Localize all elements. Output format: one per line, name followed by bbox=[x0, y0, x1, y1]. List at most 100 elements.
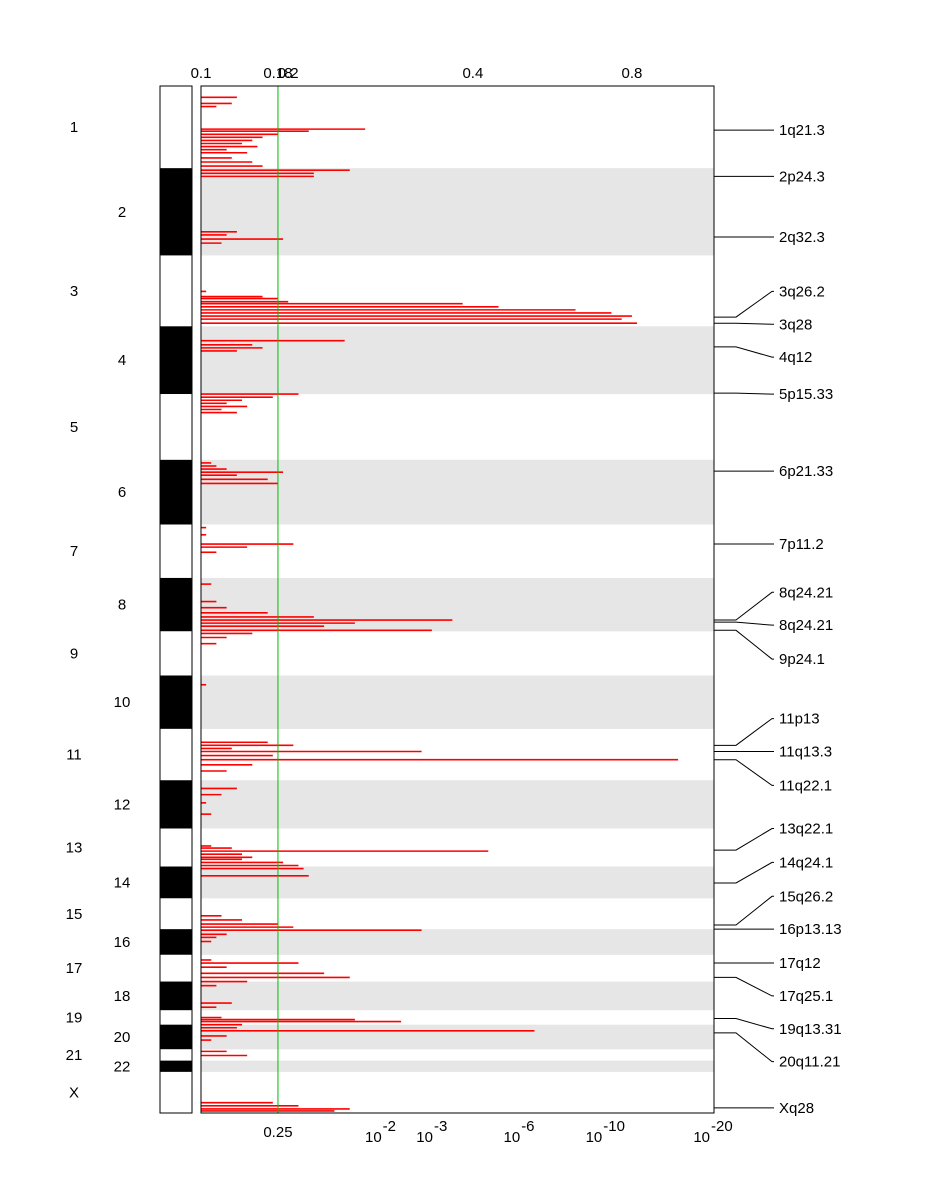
peak-annotation: 8q24.21 bbox=[714, 617, 833, 634]
ideogram-segment bbox=[160, 168, 192, 256]
top-axis-tick-label: 0.2 bbox=[278, 65, 299, 82]
peak-annotation: 2p24.3 bbox=[714, 168, 825, 185]
peak-label: 11q13.3 bbox=[779, 743, 832, 760]
peak-annotation: 13q22.1 bbox=[714, 821, 833, 851]
peak-annotation: 15q26.2 bbox=[714, 888, 833, 926]
ideogram-segment bbox=[160, 577, 192, 632]
chromosome-band-shade bbox=[201, 168, 714, 256]
ideogram-segment bbox=[160, 1024, 192, 1050]
bottom-axis-tick-base: 10 bbox=[365, 1129, 382, 1146]
chromosome-band-shade bbox=[201, 1024, 714, 1050]
signal-layer bbox=[201, 96, 679, 1112]
bottom-axis-tick-exponent: -2 bbox=[383, 1118, 396, 1135]
peak-label: 6p21.33 bbox=[779, 463, 833, 480]
peak-leader-line bbox=[714, 392, 774, 395]
peak-label: 9p24.1 bbox=[779, 651, 825, 668]
ideogram-segment bbox=[160, 1010, 192, 1025]
peak-label: 2q32.3 bbox=[779, 229, 825, 246]
peak-label: 20q11.21 bbox=[779, 1054, 840, 1071]
ideogram-segment bbox=[160, 394, 192, 460]
peak-annotations: 1q21.3 2p24.3 2q32.3 3q26.2 3q28 4q12 5p15.33 6… bbox=[714, 122, 842, 1117]
chromosome-band-shade bbox=[201, 1060, 714, 1072]
peak-label: 13q22.1 bbox=[779, 821, 833, 838]
peak-label: 4q12 bbox=[779, 349, 812, 366]
ideogram-segment bbox=[160, 898, 192, 930]
ideogram-segment bbox=[160, 86, 192, 169]
peak-label: 7p11.2 bbox=[779, 536, 824, 553]
bottom-axis-tick: 10-20 bbox=[693, 1118, 732, 1146]
chromosome-label: 2 bbox=[118, 204, 126, 221]
bottom-axis-tick: 10-6 bbox=[504, 1118, 535, 1146]
chromosome-label: 4 bbox=[118, 352, 126, 369]
bottom-axis-tick-base: 10 bbox=[586, 1129, 603, 1146]
peak-annotation: Xq28 bbox=[714, 1100, 814, 1117]
peak-annotation: 11q13.3 bbox=[714, 743, 832, 760]
top-axis-tick-label: 0.18 bbox=[263, 65, 292, 82]
peak-leader-line bbox=[714, 322, 774, 325]
peak-annotation: 20q11.21 bbox=[714, 1032, 840, 1071]
peak-leader-line bbox=[714, 1018, 774, 1030]
top-axis-tick-label: 0.8 bbox=[621, 65, 642, 82]
chromosome-label: 21 bbox=[66, 1047, 83, 1064]
chromosome-label: 9 bbox=[70, 645, 78, 662]
bottom-axis-tick-exponent: -10 bbox=[603, 1118, 625, 1135]
peak-label: 1q21.3 bbox=[779, 122, 825, 139]
peak-leader-line bbox=[714, 861, 774, 884]
chromosome-label: 3 bbox=[70, 283, 78, 300]
ideogram-segment bbox=[160, 828, 192, 867]
chromosome-label: 5 bbox=[70, 419, 78, 436]
peak-annotation: 19q13.31 bbox=[714, 1018, 842, 1038]
peak-label: 3q26.2 bbox=[779, 283, 825, 300]
chromosome-label: 7 bbox=[70, 543, 78, 560]
top-axis: 0.1 0.180.2 0.4 0.8 bbox=[191, 65, 643, 82]
peak-annotation: 6p21.33 bbox=[714, 463, 833, 480]
peak-leader-line bbox=[714, 629, 774, 660]
chromosome-label: 1 bbox=[70, 119, 78, 136]
band-shading-layer bbox=[201, 168, 714, 1072]
ideogram-segment bbox=[160, 1060, 192, 1072]
peak-label: 17q12 bbox=[779, 955, 821, 972]
chromosome-label: 10 bbox=[114, 694, 131, 711]
ideogram-segment bbox=[160, 866, 192, 899]
ideogram-segment bbox=[160, 326, 192, 395]
peak-leader-line bbox=[714, 591, 774, 621]
bottom-axis-tick-exponent: -6 bbox=[521, 1118, 534, 1135]
chromosome-band-shade bbox=[201, 459, 714, 525]
top-axis-tick-label: 0.1 bbox=[191, 65, 212, 82]
peak-annotation: 7p11.2 bbox=[714, 536, 824, 553]
ideogram-segment bbox=[160, 1071, 192, 1113]
plot-frame bbox=[200, 85, 715, 1114]
peak-label: 15q26.2 bbox=[779, 888, 833, 905]
peak-annotation: 5p15.33 bbox=[714, 386, 833, 403]
peak-annotation: 11q22.1 bbox=[714, 759, 832, 794]
peak-label: 11q22.1 bbox=[779, 777, 832, 794]
chromosome-label: 14 bbox=[114, 874, 131, 891]
chromosome-label: 18 bbox=[114, 988, 131, 1005]
chromosome-label: 15 bbox=[66, 906, 83, 923]
chromosome-label: 8 bbox=[118, 597, 126, 614]
peak-leader-line bbox=[714, 759, 774, 786]
peak-annotation: 3q26.2 bbox=[714, 283, 825, 318]
chromosome-band-shade bbox=[201, 981, 714, 1011]
ideogram-frame bbox=[159, 85, 193, 1114]
chromosome-label: 11 bbox=[66, 747, 82, 764]
peak-label: Xq28 bbox=[779, 1100, 814, 1117]
chromosome-label: X bbox=[69, 1084, 79, 1101]
chromosome-band-shade bbox=[201, 780, 714, 829]
peak-annotation: 8q24.21 bbox=[714, 584, 833, 621]
peak-label: 2p24.3 bbox=[779, 168, 825, 185]
peak-label: 11p13 bbox=[779, 711, 820, 728]
peak-annotation: 16p13.13 bbox=[714, 921, 842, 938]
chromosome-label: 16 bbox=[114, 934, 131, 951]
chromosome-band-shade bbox=[201, 675, 714, 729]
ideogram-segment bbox=[160, 524, 192, 578]
ideogram-segment bbox=[160, 675, 192, 729]
peak-label: 3q28 bbox=[779, 316, 812, 333]
peak-annotation: 17q12 bbox=[714, 955, 821, 972]
peak-annotation: 14q24.1 bbox=[714, 854, 833, 884]
peak-leader-line bbox=[714, 976, 774, 997]
chromosome-band-shade bbox=[201, 326, 714, 395]
peak-label: 19q13.31 bbox=[779, 1021, 842, 1038]
